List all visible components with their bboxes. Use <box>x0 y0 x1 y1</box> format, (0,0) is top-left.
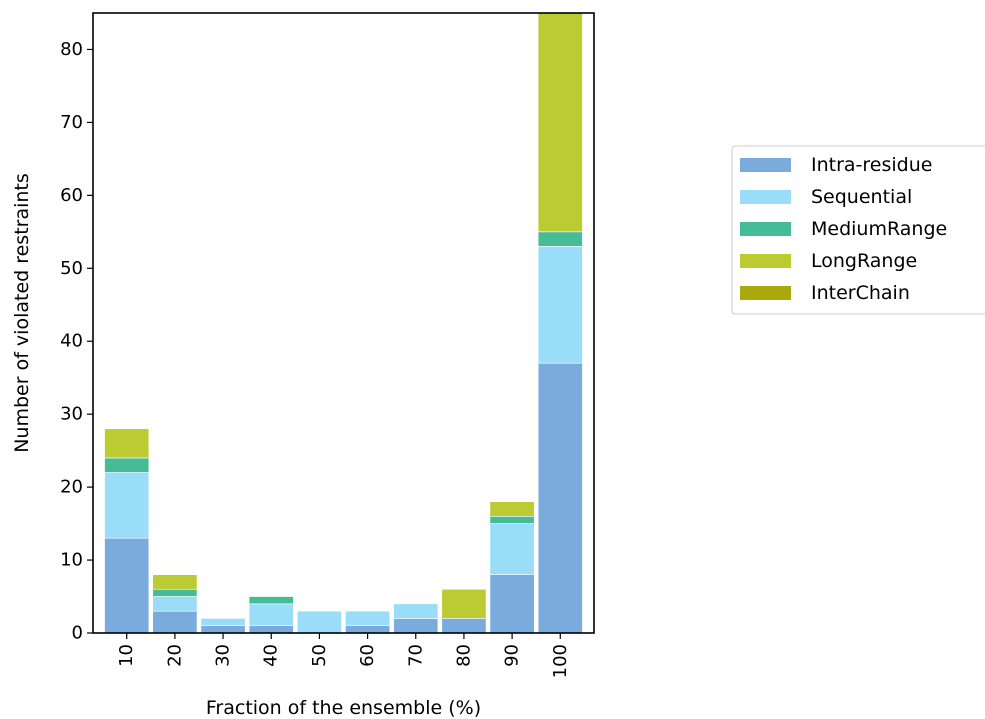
y-axis: 0 10 20 30 40 50 60 70 80 <box>60 39 93 644</box>
y-tick-label: 30 <box>60 404 83 425</box>
bar-segment-90-mediumrange <box>489 515 535 524</box>
bar-segment-70-sequential <box>393 603 439 619</box>
legend-swatch <box>740 286 791 300</box>
bar-segment-30-intra-residue <box>200 625 246 634</box>
bar-segment-10-sequential <box>104 472 150 539</box>
x-tick-label: 50 <box>309 644 330 667</box>
bar-segment-80-longrange <box>441 588 487 619</box>
bar-segment-20-sequential <box>152 596 198 612</box>
y-tick-label: 70 <box>60 112 83 133</box>
y-tick-label: 60 <box>60 185 83 206</box>
plot-frame <box>92 12 595 634</box>
bars-group <box>104 12 583 634</box>
bar-segment-80-intra-residue <box>441 618 487 634</box>
legend-label: InterChain <box>811 282 910 304</box>
bar-segment-30-sequential <box>200 618 246 627</box>
bar-segment-100-longrange <box>537 12 583 233</box>
bar-segment-10-intra-residue <box>104 537 150 634</box>
bar-segment-10-longrange <box>104 428 150 459</box>
y-tick-label: 20 <box>60 477 83 498</box>
legend-swatch <box>740 190 791 204</box>
x-axis: 10 20 30 40 50 60 70 80 90 100 <box>116 633 571 678</box>
bar-segment-100-mediumrange <box>537 231 583 247</box>
legend-label: Intra-residue <box>811 154 932 176</box>
bar-segment-40-mediumrange <box>248 596 294 605</box>
legend-swatch <box>740 254 791 268</box>
bar-segment-90-longrange <box>489 501 535 517</box>
y-tick-label: 80 <box>60 39 83 60</box>
x-tick-label: 40 <box>261 644 282 667</box>
x-tick-label: 90 <box>502 644 523 667</box>
x-tick-label: 70 <box>405 644 426 667</box>
x-tick-label: 80 <box>453 644 474 667</box>
x-tick-label: 10 <box>116 644 137 667</box>
legend: Intra-residue Sequential MediumRange LongRa… <box>731 145 985 315</box>
bar-segment-70-intra-residue <box>393 618 439 634</box>
y-tick-label: 10 <box>60 550 83 571</box>
bar-segment-90-sequential <box>489 523 535 575</box>
bar-segment-100-sequential <box>537 246 583 364</box>
bar-segment-20-mediumrange <box>152 588 198 597</box>
legend-swatch <box>740 158 791 172</box>
legend-box <box>731 145 985 315</box>
bar-segment-50-sequential <box>296 610 342 634</box>
x-tick-label: 30 <box>213 644 234 667</box>
bar-segment-10-mediumrange <box>104 457 150 473</box>
x-tick-label: 60 <box>357 644 378 667</box>
bar-segment-90-intra-residue <box>489 574 535 634</box>
legend-label: MediumRange <box>811 218 947 240</box>
bar-segment-20-longrange <box>152 574 198 590</box>
bar-segment-60-intra-residue <box>345 625 391 634</box>
legend-label: LongRange <box>811 250 917 272</box>
y-tick-label: 50 <box>60 258 83 279</box>
y-tick-label: 40 <box>60 331 83 352</box>
x-tick-label: 100 <box>550 644 571 678</box>
y-tick-label: 0 <box>72 623 83 644</box>
bar-segment-40-sequential <box>248 603 294 627</box>
bar-segment-20-intra-residue <box>152 610 198 634</box>
legend-swatch <box>740 222 791 236</box>
x-tick-label: 20 <box>164 644 185 667</box>
bar-segment-60-sequential <box>345 610 391 627</box>
legend-label: Sequential <box>811 186 912 208</box>
bar-segment-100-intra-residue <box>537 362 583 634</box>
bar-segment-40-intra-residue <box>248 625 294 634</box>
x-axis-label: Fraction of the ensemble (%) <box>206 697 481 719</box>
y-axis-label: Number of violated restraints <box>11 173 33 453</box>
